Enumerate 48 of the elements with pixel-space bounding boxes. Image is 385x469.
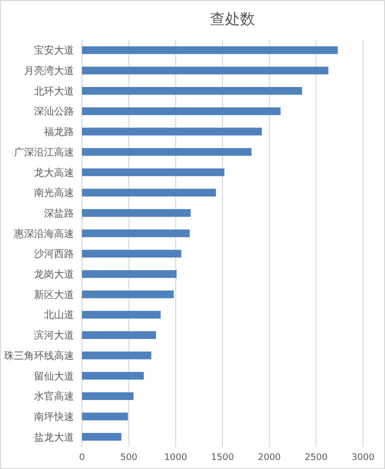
bar <box>82 209 191 217</box>
y-tick-label: 深盐路 <box>44 207 74 220</box>
bar <box>82 87 302 95</box>
bar <box>82 148 252 156</box>
bar <box>82 432 122 441</box>
bar <box>82 392 134 400</box>
y-tick-label: 福龙路 <box>44 126 74 138</box>
y-tick-label: 新区大道 <box>34 288 74 301</box>
bar <box>82 107 281 116</box>
x-tick-label: 500 <box>120 453 138 463</box>
y-tick-label: 滨河大道 <box>34 330 74 342</box>
bar <box>82 250 182 258</box>
x-tick-label: 3000 <box>352 453 375 463</box>
bar <box>82 188 216 196</box>
y-tick-label: 盐龙大道 <box>34 431 74 444</box>
bar <box>82 372 144 380</box>
bar <box>82 128 262 136</box>
chart-title: 查处数 <box>210 10 255 28</box>
y-tick-label: 沙河西路 <box>34 248 74 260</box>
bar <box>82 352 152 360</box>
y-tick-label: 留仙大道 <box>34 370 74 382</box>
bar <box>82 46 338 54</box>
y-tick-label: 龙岗大道 <box>34 268 74 281</box>
bar <box>82 412 128 420</box>
x-tick-label: 0 <box>79 453 86 463</box>
y-tick-label: 南坪快速 <box>34 410 74 423</box>
y-tick-label: 北环大道 <box>34 85 74 98</box>
x-tick-label: 1000 <box>164 453 188 463</box>
y-tick-label: 宝安大道 <box>34 44 74 57</box>
y-tick-label: 珠三角环线高速 <box>4 350 74 362</box>
y-tick-label: 龙大高速 <box>34 166 74 179</box>
x-tick-label: 1500 <box>211 453 234 463</box>
bar <box>82 331 156 339</box>
y-tick-label: 南光高速 <box>34 187 74 200</box>
y-tick-label: 水官高速 <box>34 390 74 403</box>
bar <box>82 66 328 74</box>
bar <box>82 270 177 278</box>
x-tick-label: 2000 <box>258 453 282 463</box>
bar <box>82 229 190 238</box>
bar <box>82 290 174 298</box>
y-tick-label: 惠深沿海高速 <box>13 228 74 240</box>
bar <box>82 310 161 319</box>
bar <box>82 168 224 176</box>
y-tick-label: 月亮湾大道 <box>24 65 74 78</box>
y-tick-label: 北山道 <box>44 309 74 322</box>
y-tick-label: 深汕公路 <box>34 106 74 118</box>
x-tick-label: 2500 <box>304 453 328 463</box>
y-tick-label: 广深沿江高速 <box>14 146 74 158</box>
